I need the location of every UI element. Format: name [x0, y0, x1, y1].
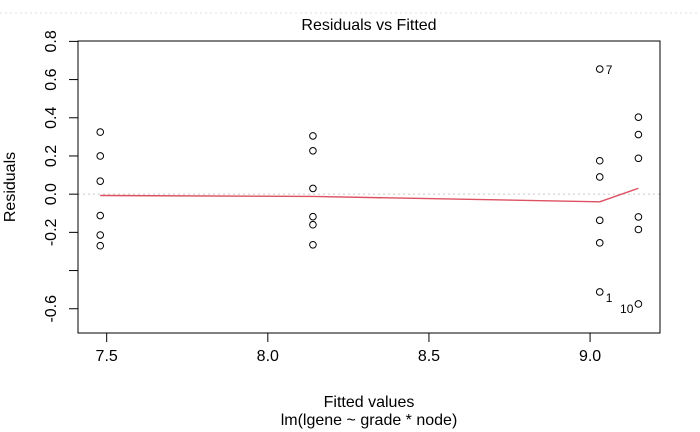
data-point: [309, 147, 317, 155]
y-tick-label: 0.8: [43, 30, 60, 52]
outlier-labels-group: 7 1 10: [606, 63, 634, 316]
y-tick-label: -0.2: [43, 218, 60, 246]
data-point: [309, 184, 317, 193]
data-point: [634, 213, 643, 221]
axis-ticks-group: 7.5 8.0 8.5 9.0 0.8 0.6 0.4 0.2 0.0 -0.2 -0.6: [43, 30, 601, 365]
data-point: [634, 225, 643, 234]
data-point: [309, 212, 317, 221]
x-axis-label: Fitted values: [324, 394, 415, 411]
data-point: [96, 177, 105, 185]
data-point: [634, 113, 643, 121]
x-tick-label: 7.5: [96, 348, 118, 365]
x-tick-label: 9.0: [579, 348, 601, 365]
data-point: [595, 216, 604, 225]
outlier-label: 7: [606, 63, 613, 77]
data-point: [595, 288, 604, 296]
y-tick-label: 0.6: [43, 68, 60, 90]
data-point: [634, 154, 643, 163]
plot-box: [77, 40, 661, 334]
data-point: [595, 173, 604, 181]
data-point: [96, 128, 105, 136]
data-point: [96, 231, 105, 239]
data-point: [634, 130, 643, 139]
data-point: [96, 152, 105, 160]
outlier-label: 10: [620, 302, 634, 316]
data-points-group: [96, 65, 643, 308]
x-tick-label: 8.0: [257, 348, 279, 365]
data-point: [96, 241, 105, 250]
data-point: [595, 156, 604, 165]
data-point: [595, 65, 604, 73]
y-tick-label: 0.4: [43, 107, 60, 129]
data-point: [309, 220, 317, 229]
data-point: [309, 132, 317, 140]
y-axis-label: Residuals: [2, 152, 19, 222]
y-tick-label: 0.0: [43, 183, 60, 205]
y-tick-label: -0.6: [43, 295, 60, 323]
data-point: [96, 211, 105, 220]
lowess-smoother-line: [100, 187, 639, 203]
smoother-group: [100, 187, 639, 203]
data-point: [634, 300, 643, 308]
model-formula-label: lm(lgene ~ grade * node): [281, 412, 458, 429]
outlier-label: 1: [606, 291, 613, 305]
x-tick-label: 8.5: [418, 348, 440, 365]
data-point: [309, 240, 317, 249]
data-point: [595, 239, 604, 247]
y-tick-label: 0.2: [43, 145, 60, 167]
chart-title: Residuals vs Fitted: [301, 17, 436, 34]
